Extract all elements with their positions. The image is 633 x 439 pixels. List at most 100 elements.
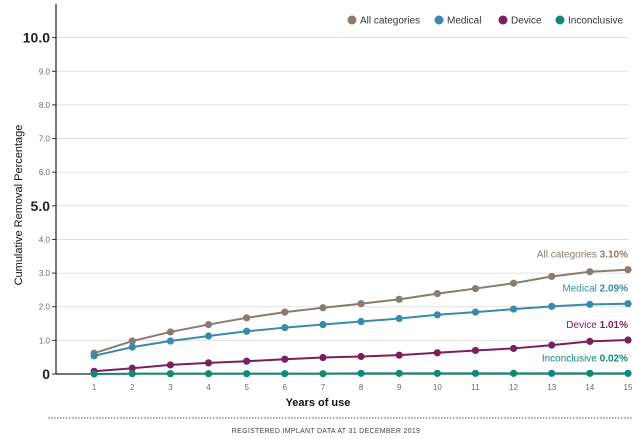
- end-labels: All categories 3.10% Medical 2.09% Device …: [537, 250, 628, 365]
- legend: All categories Medical Device Inconclusive: [347, 15, 623, 27]
- x-tick-label: 6: [283, 383, 288, 392]
- legend-label-medical: Medical: [447, 16, 481, 27]
- data-point-device: [509, 344, 518, 353]
- data-point-inconclusive: [204, 370, 213, 378]
- data-point-all-categories: [433, 290, 441, 298]
- data-point-inconclusive: [509, 369, 518, 377]
- end-label-value: 0.02%: [600, 353, 628, 364]
- y-tick-label: 5.0: [31, 198, 51, 214]
- data-point-device: [281, 355, 289, 363]
- legend-marker-all-categories: [347, 15, 357, 25]
- data-point-medical: [548, 302, 556, 310]
- data-point-device: [433, 349, 441, 357]
- legend-label-device: Device: [511, 16, 542, 27]
- data-point-inconclusive: [471, 369, 480, 377]
- data-point-medical: [395, 314, 403, 323]
- x-tick-label: 10: [433, 383, 442, 392]
- data-point-medical: [357, 317, 365, 326]
- legend-marker-medical: [434, 15, 444, 25]
- x-tick-label: 7: [321, 383, 326, 392]
- data-point-all-categories: [548, 272, 556, 281]
- data-point-medical: [281, 323, 289, 332]
- end-label-device: Device 1.01%: [566, 320, 628, 331]
- x-tick-label: 4: [206, 383, 211, 392]
- data-point-all-categories: [624, 266, 632, 274]
- y-axis-title: Cumulative Removal Percentage: [13, 125, 25, 286]
- y-tick-label: 7.0: [39, 135, 51, 144]
- end-label-name: Device: [566, 320, 599, 331]
- footer-text: REGISTERED IMPLANT DATA AT 31 DECEMBER 2…: [232, 428, 420, 435]
- data-point-device: [357, 352, 365, 361]
- y-tick-label: 1.0: [39, 336, 51, 345]
- x-tick-label: 9: [397, 383, 402, 392]
- data-point-all-categories: [357, 300, 365, 308]
- x-tick-label: 2: [130, 383, 135, 392]
- gridlines: [56, 37, 628, 341]
- data-point-device: [166, 361, 174, 369]
- x-tick-label: 12: [509, 383, 518, 392]
- end-label-value: 3.10%: [600, 250, 628, 261]
- x-tick-label: 1: [92, 383, 97, 392]
- data-point-all-categories: [166, 328, 174, 336]
- y-tick-label: 8.0: [39, 101, 51, 110]
- data-point-all-categories: [243, 314, 251, 322]
- data-point-medical: [471, 308, 480, 316]
- data-point-all-categories: [204, 320, 213, 329]
- data-point-device: [586, 337, 594, 345]
- end-label-inconclusive: Inconclusive 0.02%: [542, 353, 628, 364]
- data-point-device: [548, 341, 556, 349]
- data-point-medical: [586, 300, 594, 308]
- data-point-device: [395, 351, 403, 359]
- data-point-medical: [509, 305, 518, 313]
- data-point-medical: [90, 352, 98, 360]
- y-tick-label: 3.0: [39, 269, 51, 278]
- data-point-all-categories: [586, 268, 594, 276]
- data-point-medical: [128, 343, 136, 351]
- axes: [52, 4, 629, 377]
- legend-marker-device: [498, 15, 508, 25]
- data-point-medical: [204, 332, 213, 340]
- y-tick-label: 9.0: [39, 67, 51, 76]
- x-tick-label: 3: [168, 383, 173, 392]
- data-point-device: [624, 336, 632, 344]
- end-label-name: Inconclusive: [542, 353, 600, 364]
- data-point-inconclusive: [433, 369, 441, 377]
- data-point-all-categories: [319, 304, 327, 312]
- data-point-inconclusive: [166, 370, 174, 378]
- data-point-inconclusive: [395, 369, 403, 377]
- end-label-value: 1.01%: [600, 320, 628, 331]
- x-tick-label: 14: [585, 383, 594, 392]
- data-point-inconclusive: [243, 370, 251, 378]
- data-point-inconclusive: [319, 370, 327, 378]
- legend-label-all-categories: All categories: [360, 16, 420, 27]
- x-tick-label: 13: [547, 383, 556, 392]
- data-point-inconclusive: [357, 369, 365, 377]
- end-label-medical: Medical 2.09%: [562, 284, 628, 295]
- data-point-device: [204, 359, 213, 367]
- data-point-device: [471, 346, 480, 355]
- data-point-medical: [433, 311, 441, 319]
- end-label-name: All categories: [537, 250, 600, 261]
- x-axis-title: Years of use: [286, 397, 351, 409]
- series-line-medical: [93, 302, 629, 357]
- x-tick-labels: 1 2 3 4 5 6 7 8 9 10 11 12 13 14 15: [92, 383, 633, 392]
- data-point-inconclusive: [586, 369, 594, 377]
- data-point-inconclusive: [624, 369, 632, 377]
- y-tick-label: 10.0: [23, 30, 50, 46]
- series-lines: [90, 266, 632, 378]
- data-point-device: [243, 357, 251, 365]
- y-tick-label: 2.0: [39, 303, 51, 312]
- x-tick-label: 15: [624, 383, 633, 392]
- y-tick-labels: 0 1.0 2.0 3.0 4.0 5.0 6.0 7.0 8.0 9.0 10.0: [23, 30, 51, 382]
- data-point-medical: [243, 327, 251, 335]
- x-tick-label: 8: [359, 383, 364, 392]
- y-tick-label: 0: [42, 366, 50, 382]
- data-point-all-categories: [471, 284, 480, 293]
- data-point-all-categories: [395, 295, 403, 303]
- data-point-inconclusive: [90, 370, 98, 378]
- data-point-all-categories: [281, 308, 289, 316]
- data-point-inconclusive: [281, 370, 289, 378]
- y-tick-label: 4.0: [39, 235, 51, 244]
- x-tick-label: 11: [471, 383, 480, 392]
